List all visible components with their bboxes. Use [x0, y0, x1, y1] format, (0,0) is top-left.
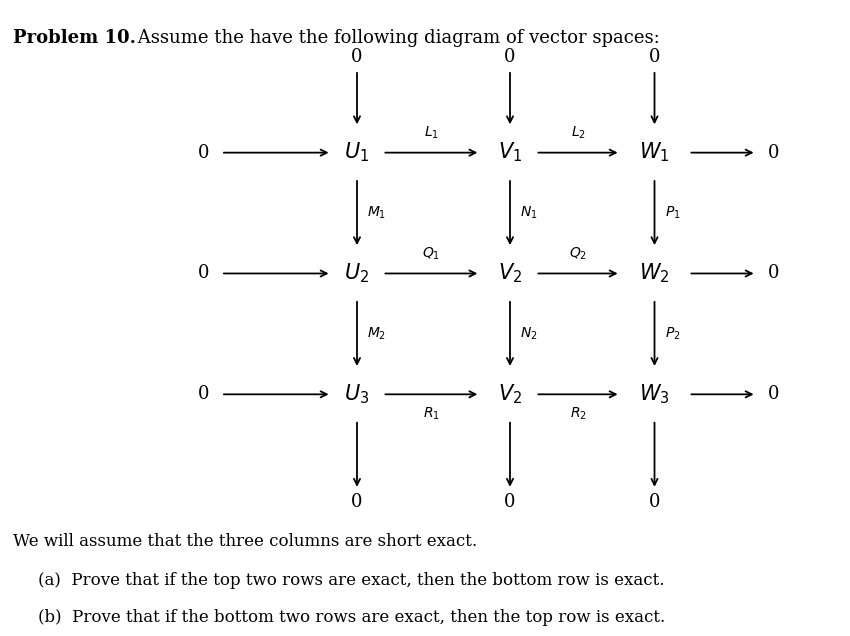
- Text: 0: 0: [351, 494, 363, 511]
- Text: 0: 0: [768, 144, 779, 162]
- Text: $M_2$: $M_2$: [367, 326, 387, 342]
- Text: 0: 0: [768, 385, 779, 403]
- Text: $V_2$: $V_2$: [498, 382, 522, 406]
- Text: $N_2$: $N_2$: [520, 326, 538, 342]
- Text: (b)  Prove that if the bottom two rows are exact, then the top row is exact.: (b) Prove that if the bottom two rows ar…: [38, 609, 666, 626]
- Text: 0: 0: [198, 265, 210, 282]
- Text: 0: 0: [198, 385, 210, 403]
- Text: $Q_1$: $Q_1$: [422, 245, 440, 262]
- Text: 0: 0: [649, 494, 660, 511]
- Text: $Q_2$: $Q_2$: [569, 245, 587, 262]
- Text: $P_1$: $P_1$: [665, 205, 680, 221]
- Text: $U_3$: $U_3$: [344, 382, 370, 406]
- Text: 0: 0: [768, 265, 779, 282]
- Text: $W_2$: $W_2$: [639, 261, 670, 286]
- Text: 0: 0: [351, 48, 363, 66]
- Text: $U_1$: $U_1$: [344, 141, 370, 165]
- Text: 0: 0: [504, 494, 516, 511]
- Text: $L_1$: $L_1$: [424, 125, 439, 141]
- Text: $M_1$: $M_1$: [367, 205, 387, 221]
- Text: $W_1$: $W_1$: [639, 141, 670, 165]
- Text: 0: 0: [504, 48, 516, 66]
- Text: Problem 10.: Problem 10.: [13, 29, 136, 46]
- Text: We will assume that the three columns are short exact.: We will assume that the three columns ar…: [13, 533, 477, 550]
- Text: $W_3$: $W_3$: [639, 382, 670, 406]
- Text: Assume the have the following diagram of vector spaces:: Assume the have the following diagram of…: [132, 29, 660, 46]
- Text: $V_1$: $V_1$: [498, 141, 522, 165]
- Text: (a)  Prove that if the top two rows are exact, then the bottom row is exact.: (a) Prove that if the top two rows are e…: [38, 572, 665, 590]
- Text: $R_1$: $R_1$: [423, 406, 439, 422]
- Text: 0: 0: [198, 144, 210, 162]
- Text: $N_1$: $N_1$: [520, 205, 538, 221]
- Text: $U_2$: $U_2$: [344, 261, 370, 286]
- Text: $V_2$: $V_2$: [498, 261, 522, 286]
- Text: $R_2$: $R_2$: [570, 406, 586, 422]
- Text: $L_2$: $L_2$: [570, 125, 586, 141]
- Text: $P_2$: $P_2$: [665, 326, 680, 342]
- Text: 0: 0: [649, 48, 660, 66]
